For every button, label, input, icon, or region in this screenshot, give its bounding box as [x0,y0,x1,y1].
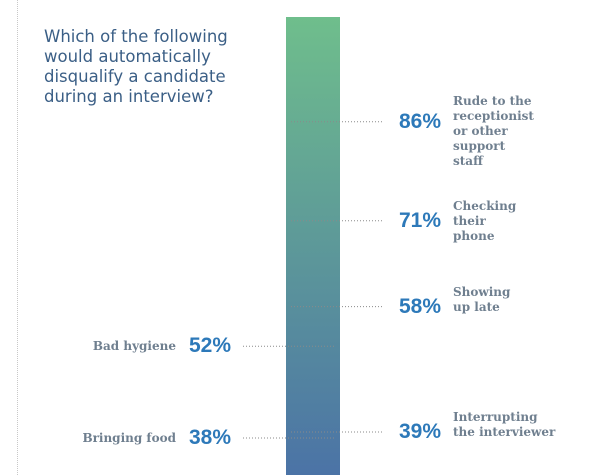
value-label-bringing-food: 38% [189,426,232,449]
category-label-rude-to-the-receptionist-or-other-support-staff: Rude to the receptionist or other suppor… [453,93,534,168]
category-label-showing-up-late: Showing up late [453,284,511,314]
value-label-showing-up-late: 58% [399,294,442,318]
left-dotted-rule [17,0,18,475]
gradient-scale-bar [286,17,340,475]
value-label-interrupting-the-interviewer: 39% [399,420,442,443]
value-label-bad-hygiene: 52% [189,334,232,358]
category-label-interrupting-the-interviewer: Interrupting the interviewer [453,410,556,439]
category-label-bad-hygiene: Bad hygiene [92,339,176,354]
chart-title: Which of the following would automatical… [44,27,228,106]
value-label-rude-to-the-receptionist-or-other-support-staff: 86% [399,109,442,133]
category-label-checking-their-phone: Checking their phone [453,198,517,243]
category-label-bringing-food: Bringing food [82,431,176,445]
value-label-checking-their-phone: 71% [399,208,442,232]
